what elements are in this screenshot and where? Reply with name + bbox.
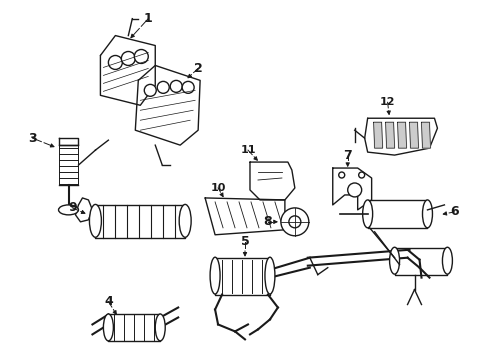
- Circle shape: [170, 80, 182, 92]
- Text: 7: 7: [343, 149, 352, 162]
- Polygon shape: [421, 122, 431, 148]
- Circle shape: [122, 51, 135, 66]
- Circle shape: [144, 84, 156, 96]
- Polygon shape: [333, 168, 371, 210]
- Text: 4: 4: [104, 295, 113, 308]
- Ellipse shape: [363, 200, 372, 228]
- Circle shape: [108, 55, 122, 69]
- Ellipse shape: [155, 314, 165, 341]
- Ellipse shape: [103, 314, 113, 341]
- Text: 5: 5: [241, 235, 249, 248]
- Text: 11: 11: [240, 145, 256, 155]
- Polygon shape: [365, 118, 438, 155]
- Polygon shape: [374, 122, 383, 148]
- Polygon shape: [100, 36, 155, 105]
- Polygon shape: [410, 122, 418, 148]
- Ellipse shape: [422, 200, 433, 228]
- Text: 3: 3: [28, 132, 37, 145]
- Polygon shape: [386, 122, 394, 148]
- Circle shape: [281, 208, 309, 236]
- Ellipse shape: [265, 257, 275, 294]
- Circle shape: [348, 183, 362, 197]
- Circle shape: [157, 81, 169, 93]
- Polygon shape: [205, 198, 285, 235]
- Ellipse shape: [390, 247, 399, 274]
- Polygon shape: [108, 315, 160, 341]
- Polygon shape: [394, 248, 447, 275]
- Polygon shape: [96, 205, 185, 238]
- Polygon shape: [215, 258, 270, 294]
- Ellipse shape: [442, 247, 452, 274]
- Ellipse shape: [179, 204, 191, 237]
- Polygon shape: [75, 198, 93, 222]
- Text: 1: 1: [144, 12, 153, 25]
- Polygon shape: [250, 162, 295, 200]
- Circle shape: [182, 81, 194, 93]
- Text: 12: 12: [380, 97, 395, 107]
- Polygon shape: [397, 122, 407, 148]
- Circle shape: [289, 216, 301, 228]
- Text: 2: 2: [194, 62, 202, 75]
- Ellipse shape: [90, 204, 101, 237]
- Text: 8: 8: [264, 215, 272, 228]
- Ellipse shape: [210, 257, 220, 294]
- Text: 9: 9: [68, 201, 77, 215]
- Polygon shape: [135, 66, 200, 145]
- Ellipse shape: [58, 205, 78, 215]
- Circle shape: [134, 50, 148, 63]
- Text: 10: 10: [210, 183, 226, 193]
- Polygon shape: [368, 200, 427, 228]
- Text: 6: 6: [450, 205, 459, 219]
